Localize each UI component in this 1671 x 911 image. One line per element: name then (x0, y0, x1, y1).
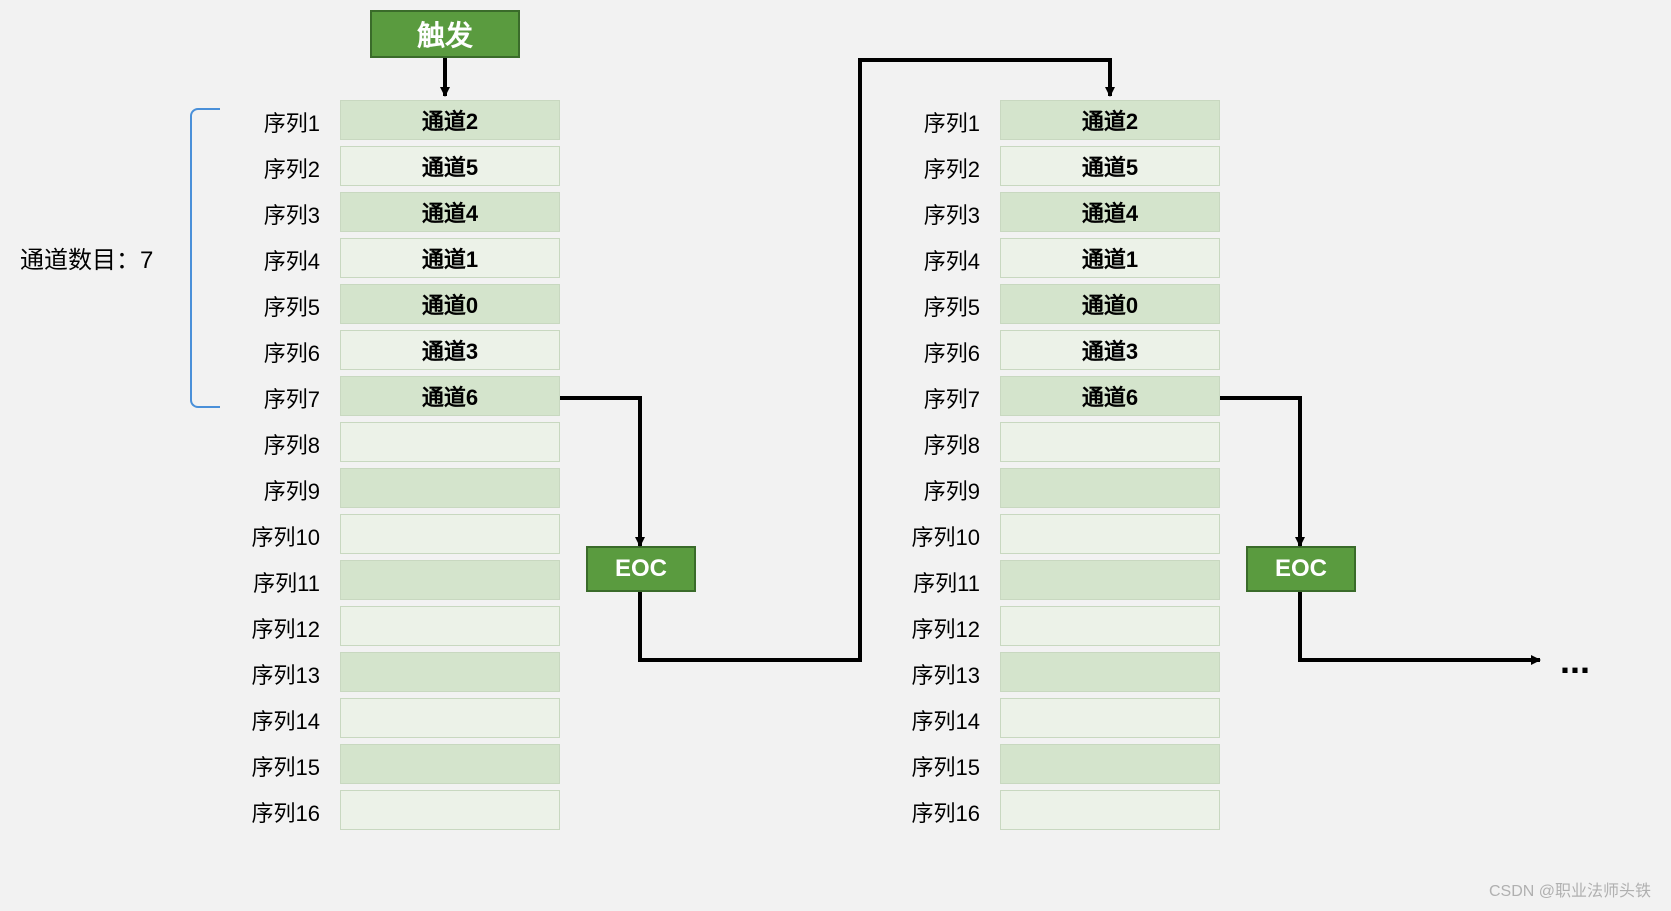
seq-label: 序列14 (240, 704, 320, 736)
seq-cell (340, 790, 560, 830)
seq-cell (1000, 606, 1220, 646)
seq-label: 序列3 (900, 198, 980, 230)
seq-cell (1000, 468, 1220, 508)
seq-cell (340, 652, 560, 692)
seq-label: 序列13 (240, 658, 320, 690)
seq-cell: 通道2 (1000, 100, 1220, 140)
seq-cell: 通道3 (340, 330, 560, 370)
seq-label: 序列5 (900, 290, 980, 322)
seq-cell (1000, 698, 1220, 738)
seq-cell: 通道5 (1000, 146, 1220, 186)
seq-cell (340, 606, 560, 646)
channel-count-label: 通道数目：7 (20, 240, 153, 275)
bracket-icon (190, 108, 220, 408)
seq-label: 序列12 (900, 612, 980, 644)
seq-label: 序列2 (900, 152, 980, 184)
seq-cell (340, 468, 560, 508)
seq-cell (340, 514, 560, 554)
seq-cell: 通道4 (340, 192, 560, 232)
seq-label: 序列16 (900, 796, 980, 828)
seq-cell (340, 744, 560, 784)
seq-label: 序列4 (900, 244, 980, 276)
seq-label: 序列14 (900, 704, 980, 736)
seq-label: 序列11 (240, 566, 320, 598)
seq-label: 序列4 (240, 244, 320, 276)
seq-cell: 通道1 (340, 238, 560, 278)
trigger-box: 触发 (370, 10, 520, 58)
seq-label: 序列7 (240, 382, 320, 414)
seq-label: 序列16 (240, 796, 320, 828)
eoc-box-2: EOC (1246, 546, 1356, 592)
ellipsis-text: ... (1560, 640, 1590, 682)
seq-cell: 通道2 (340, 100, 560, 140)
seq-cell (1000, 744, 1220, 784)
seq-label: 序列6 (900, 336, 980, 368)
seq-cell: 通道4 (1000, 192, 1220, 232)
seq-cell (1000, 790, 1220, 830)
seq-cell: 通道1 (1000, 238, 1220, 278)
seq-label: 序列7 (900, 382, 980, 414)
seq-label: 序列10 (240, 520, 320, 552)
seq-label: 序列1 (900, 106, 980, 138)
seq-label: 序列12 (240, 612, 320, 644)
seq-cell: 通道0 (340, 284, 560, 324)
seq-label: 序列11 (900, 566, 980, 598)
seq-cell: 通道6 (1000, 376, 1220, 416)
seq-label: 序列8 (240, 428, 320, 460)
seq-label: 序列15 (240, 750, 320, 782)
seq-cell: 通道0 (1000, 284, 1220, 324)
seq-cell: 通道5 (340, 146, 560, 186)
seq-label: 序列9 (240, 474, 320, 506)
seq-label: 序列15 (900, 750, 980, 782)
eoc-box-1: EOC (586, 546, 696, 592)
watermark: CSDN @职业法师头铁 (1489, 877, 1651, 901)
seq-cell (340, 560, 560, 600)
seq-label: 序列8 (900, 428, 980, 460)
seq-label: 序列2 (240, 152, 320, 184)
seq-label: 序列5 (240, 290, 320, 322)
seq-cell (1000, 560, 1220, 600)
seq-label: 序列13 (900, 658, 980, 690)
seq-label: 序列1 (240, 106, 320, 138)
seq-label: 序列3 (240, 198, 320, 230)
seq-label: 序列6 (240, 336, 320, 368)
seq-cell: 通道6 (340, 376, 560, 416)
seq-label: 序列10 (900, 520, 980, 552)
seq-cell (1000, 514, 1220, 554)
seq-cell (1000, 652, 1220, 692)
seq-label: 序列9 (900, 474, 980, 506)
seq-cell (1000, 422, 1220, 462)
seq-cell (340, 422, 560, 462)
seq-cell: 通道3 (1000, 330, 1220, 370)
seq-cell (340, 698, 560, 738)
